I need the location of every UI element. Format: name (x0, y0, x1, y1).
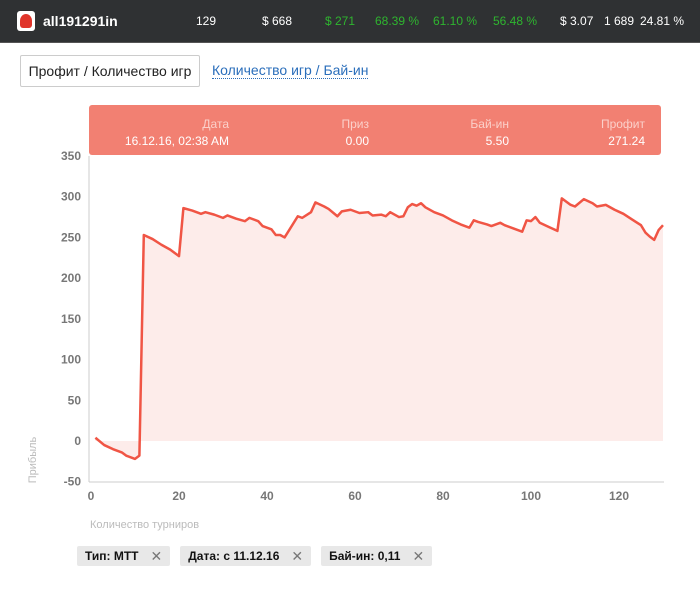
x-tick-label: 100 (521, 489, 541, 503)
y-tick-label: 100 (61, 353, 81, 367)
y-tick-label: 250 (61, 230, 81, 244)
stat-value: 24.81 % (640, 14, 685, 28)
y-axis-title: Прибыль (27, 436, 39, 483)
stat-value: $ 3.07 (560, 14, 594, 28)
filter-chip-date: Дата: с 11.12.16 ✕ (180, 546, 312, 566)
x-tick-label: 20 (172, 489, 186, 503)
stat-value: 68.39 % (375, 14, 420, 28)
filter-chip-buyin: Бай-ин: 0,11 ✕ (321, 546, 433, 566)
filter-label: Дата: с 11.12.16 (188, 549, 280, 563)
tooltip-date-label: Дата (202, 117, 229, 131)
stat-value: 56.48 % (493, 14, 538, 28)
top-bar: all191291in 129 $ 668 $ 271 68.39 % 61.10 % 5… (0, 0, 700, 43)
y-tick-label: 300 (61, 190, 81, 204)
stat-value: $ 271 (325, 14, 356, 28)
chart-tooltip: Дата 16.12.16, 02:38 AM Приз 0.00 Бай-ин 5.… (89, 105, 661, 155)
tooltip-prize: 0.00 (345, 134, 369, 148)
username: all191291in (43, 13, 118, 29)
x-tick-label: 40 (260, 489, 274, 503)
x-tick-label: 80 (436, 489, 450, 503)
tooltip-profit: 271.24 (608, 134, 645, 148)
close-icon[interactable]: ✕ (150, 547, 163, 564)
stat-value: 61.10 % (433, 14, 478, 28)
profit-area (95, 198, 663, 459)
profit-chart: 350 300 250 200 150 100 50 0 -50 0 20 40 60 80 100 120 К… (27, 149, 664, 531)
y-tick-label: 0 (74, 434, 81, 448)
x-tick-label: 60 (348, 489, 362, 503)
filter-label: Бай-ин: 0,11 (329, 549, 401, 563)
tooltip-buyin: 5.50 (485, 134, 509, 148)
filter-label: Тип: МТТ (85, 549, 139, 563)
tooltip-profit-label: Профит (600, 117, 645, 131)
filter-chip-type: Тип: МТТ ✕ (77, 546, 171, 566)
profit-line[interactable] (94, 197, 664, 461)
tooltip-buyin-label: Бай-ин (470, 117, 509, 131)
close-icon[interactable]: ✕ (291, 547, 304, 564)
stat-value: $ 668 (262, 14, 293, 28)
y-tick-label: 350 (61, 149, 81, 163)
filter-chips: Тип: МТТ ✕ Дата: с 11.12.16 ✕ Бай-ин: 0,11… (77, 546, 433, 566)
x-tick-label: 120 (609, 489, 629, 503)
tab-profit-vs-games[interactable]: Профит / Количество игр (20, 55, 200, 87)
stat-value: 1 689 (604, 14, 635, 28)
tooltip-prize-label: Приз (341, 117, 369, 131)
y-tick-label: 200 (61, 271, 81, 285)
tooltip-date: 16.12.16, 02:38 AM (124, 134, 229, 148)
stat-value: 129 (196, 14, 217, 28)
x-axis-title: Количество турниров (90, 519, 199, 531)
tab-games-vs-buyin[interactable]: Количество игр / Бай-ин (212, 62, 369, 79)
close-icon[interactable]: ✕ (412, 547, 425, 564)
y-tick-label: 150 (61, 312, 81, 326)
pokerstars-spade-icon (17, 11, 35, 31)
x-tick-label: 0 (88, 489, 95, 503)
y-tick-label: -50 (64, 475, 82, 489)
y-tick-label: 50 (68, 393, 82, 407)
